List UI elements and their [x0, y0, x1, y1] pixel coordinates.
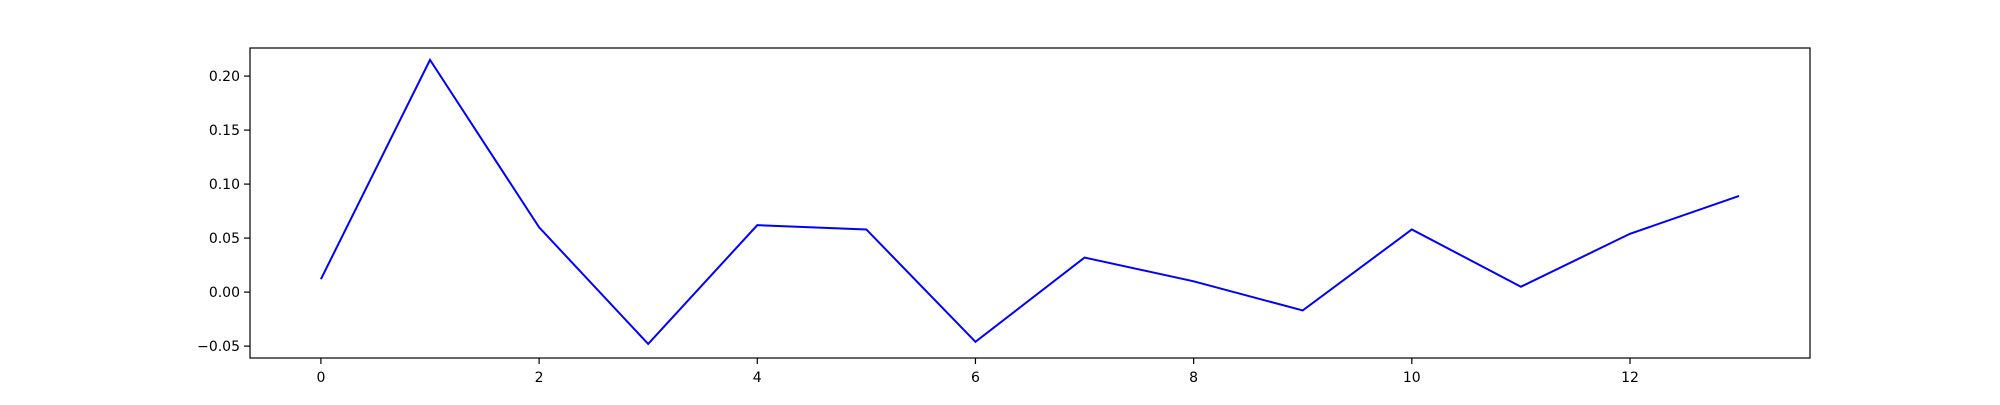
y-tick-label: 0.00	[209, 285, 240, 301]
y-tick-label: 0.20	[209, 69, 240, 85]
x-tick-label: 6	[971, 370, 980, 386]
axes-frame	[249, 47, 1811, 359]
axes: 0 2 4 6 8 10 12 −0.05 0.00 0.05 0.10 0.15 0.20	[197, 47, 1811, 386]
x-tick-label: 10	[1403, 370, 1421, 386]
x-tick-label: 0	[316, 370, 325, 386]
series-layer	[320, 57, 1740, 346]
plot-area	[250, 48, 1810, 358]
y-tick-label: 0.10	[209, 177, 240, 193]
x-tick-label: 8	[1189, 370, 1198, 386]
series-line-0	[320, 57, 1740, 346]
x-tick-label: 12	[1621, 370, 1639, 386]
y-tick-label: 0.05	[209, 231, 240, 247]
y-tick-label: −0.05	[197, 339, 240, 355]
x-tick-label: 4	[753, 370, 762, 386]
x-tick-label: 2	[535, 370, 544, 386]
y-tick-label: 0.15	[209, 123, 240, 139]
plot-background	[250, 48, 1810, 358]
